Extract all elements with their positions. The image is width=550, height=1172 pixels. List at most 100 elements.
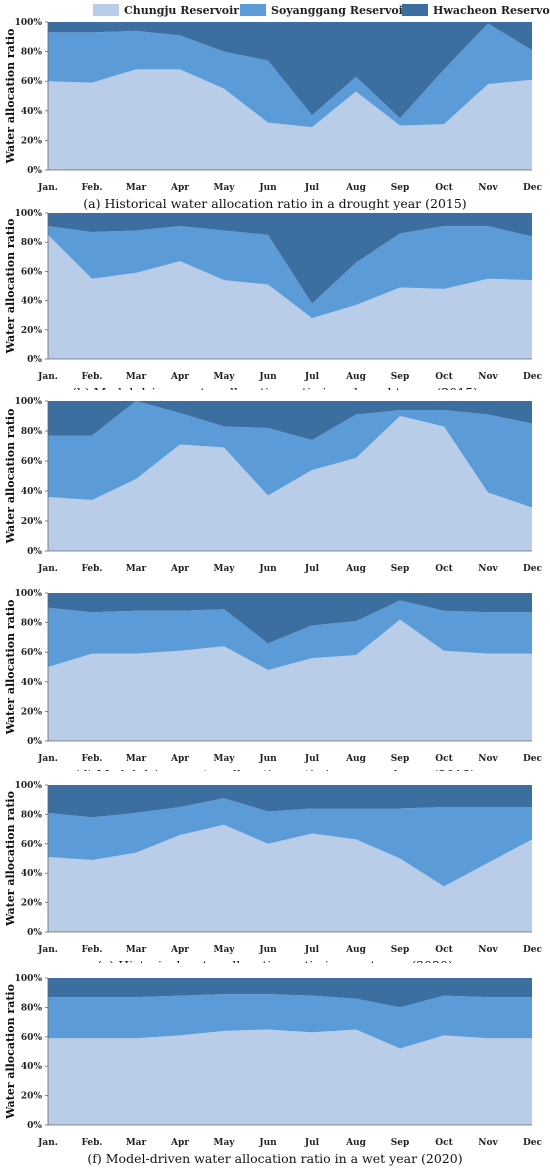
x-tick-label: Jan. [37,183,58,193]
x-tick-label: Jun [258,564,277,574]
y-tick-label: 100% [15,209,43,219]
x-tick-label: Apr [170,183,189,193]
chart-panel-2: 0% 20% 40% 60% 80% 100% Jan. Feb. Mar Apr May Jun Ju… [4,209,543,390]
x-tick-label: Sep [391,945,410,955]
x-tick-label: Mar [126,754,147,764]
x-tick-label: Nov [478,564,498,574]
x-tick-label: Dec [523,754,543,764]
chart-panel-6: 0% 20% 40% 60% 80% 100% Jan. Feb. Mar Apr May Jun Ju… [4,974,543,1166]
panel-caption: (c) Historical water allocation ratio in… [86,577,463,580]
x-tick-label: Aug [345,945,367,955]
x-tick-label: Jan. [37,754,58,764]
x-tick-label: Mar [126,945,147,955]
chart-panel-5: 0% 20% 40% 60% 80% 100% Jan. Feb. Mar Apr May Jun Ju… [4,781,543,963]
y-tick-label: 40% [21,869,43,879]
x-tick-label: Apr [170,1138,189,1148]
x-tick-label: May [213,754,235,764]
y-tick-label: 20% [21,707,43,717]
x-tick-label: Apr [170,754,189,764]
x-tick-label: Nov [478,183,498,193]
legend-item-chungju: Chungju Reservoir [93,4,239,18]
area-series-3 [48,213,532,304]
x-tick-label: Aug [345,183,367,193]
x-tick-label: Sep [391,372,410,382]
area-series-2 [48,23,532,128]
panel-caption: (a) Historical water allocation ratio in… [83,196,466,210]
x-tick-label: Dec [523,183,543,193]
y-tick-label: 20% [21,326,43,336]
chart-panel-1: 0% 20% 40% 60% 80% 100% Jan. Feb. Mar Apr May Jun Ju… [4,18,543,210]
y-tick-label: 0% [27,737,42,747]
area-series-3 [48,401,532,440]
x-tick-label: Feb. [81,754,102,764]
x-tick-label: Jan. [37,564,58,574]
x-tick-label: Nov [478,372,498,382]
x-tick-label: Jun [258,945,277,955]
x-tick-label: Jan. [37,1138,58,1148]
panel-caption: (f) Model-driven water allocation ratio … [87,1151,462,1166]
y-tick-label: 20% [21,136,43,146]
y-tick-label: 80% [21,48,43,58]
x-tick-label: Feb. [81,564,102,574]
y-tick-label: 100% [15,974,43,984]
x-tick-label: Feb. [81,945,102,955]
area-series-2 [48,600,532,670]
area-series-3 [48,785,532,818]
y-tick-label: 0% [27,355,42,365]
y-tick-label: 60% [21,648,43,658]
y-tick-label: 60% [21,1033,43,1043]
y-tick-label: 0% [27,1121,42,1131]
x-tick-label: Jul [304,1138,320,1148]
x-tick-label: Aug [345,564,367,574]
chart-panel-3: 0% 20% 40% 60% 80% 100% Jan. Feb. Mar Apr May Jun Ju… [4,397,543,580]
y-tick-label: 60% [21,267,43,277]
panel-caption: (d) Model-driven water allocation ratio … [75,767,475,771]
panel-caption: (e) Historical water allocation ratio in… [97,958,453,963]
y-tick-label: 80% [21,619,43,629]
y-axis-label: Water allocation ratio [4,29,17,165]
x-tick-label: Mar [126,183,147,193]
y-tick-label: 40% [21,487,43,497]
x-tick-label: Jul [304,945,320,955]
x-tick-label: May [213,564,235,574]
area-series-1 [48,234,532,359]
y-tick-label: 80% [21,810,43,820]
legend-label-hwacheon: Hwacheon Reservoir [433,4,550,17]
area-series-1 [48,416,532,551]
y-tick-label: 40% [21,107,43,117]
x-tick-label: Apr [170,945,189,955]
y-tick-label: 0% [27,928,42,938]
legend-swatch-chungju [93,4,119,16]
area-series-1 [48,69,532,170]
x-tick-label: Mar [126,372,147,382]
x-tick-label: May [213,945,235,955]
area-series-2 [48,798,532,887]
y-tick-label: 100% [15,589,43,599]
panel-caption: (b) Model-driven water allocation ratio … [72,385,478,390]
y-tick-label: 100% [15,18,43,28]
x-tick-label: Nov [478,1138,498,1148]
area-series-2 [48,401,532,508]
x-tick-label: Apr [170,372,189,382]
legend-label-chungju: Chungju Reservoir [124,4,240,17]
x-tick-label: Jul [304,754,320,764]
area-series-3 [48,22,532,119]
x-tick-label: Jul [304,372,320,382]
x-tick-label: Sep [391,754,410,764]
x-tick-label: Oct [435,372,453,382]
x-tick-label: Mar [126,564,147,574]
x-tick-label: Nov [478,754,498,764]
x-tick-label: Dec [523,372,543,382]
x-tick-label: May [213,183,235,193]
x-tick-label: May [213,372,235,382]
x-tick-label: Dec [523,1138,543,1148]
x-tick-label: Feb. [81,372,102,382]
y-tick-label: 80% [21,427,43,437]
y-tick-label: 0% [27,547,42,557]
x-tick-label: Jan. [37,945,58,955]
x-tick-label: Dec [523,945,543,955]
x-tick-label: Dec [523,564,543,574]
x-tick-label: Jun [258,372,277,382]
y-axis-label: Water allocation ratio [4,409,17,545]
x-tick-label: Aug [345,1138,367,1148]
